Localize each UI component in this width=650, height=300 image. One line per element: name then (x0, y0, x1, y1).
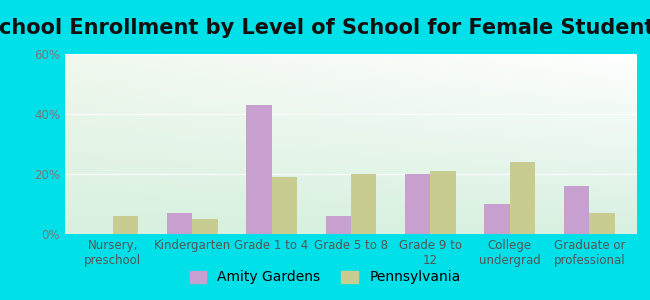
Bar (510, 162, 536, 234)
Bar (430, 171, 456, 234)
Bar (351, 174, 376, 234)
Text: School Enrollment by Level of School for Female Students: School Enrollment by Level of School for… (0, 18, 650, 38)
Bar (405, 174, 430, 234)
Bar (112, 216, 138, 234)
Bar (246, 105, 272, 234)
Bar (484, 204, 510, 234)
Bar (272, 177, 297, 234)
Bar (166, 213, 192, 234)
Legend: Amity Gardens, Pennsylvania: Amity Gardens, Pennsylvania (184, 265, 466, 290)
Bar (590, 213, 615, 234)
Bar (326, 216, 351, 234)
Bar (564, 186, 590, 234)
Bar (192, 219, 218, 234)
